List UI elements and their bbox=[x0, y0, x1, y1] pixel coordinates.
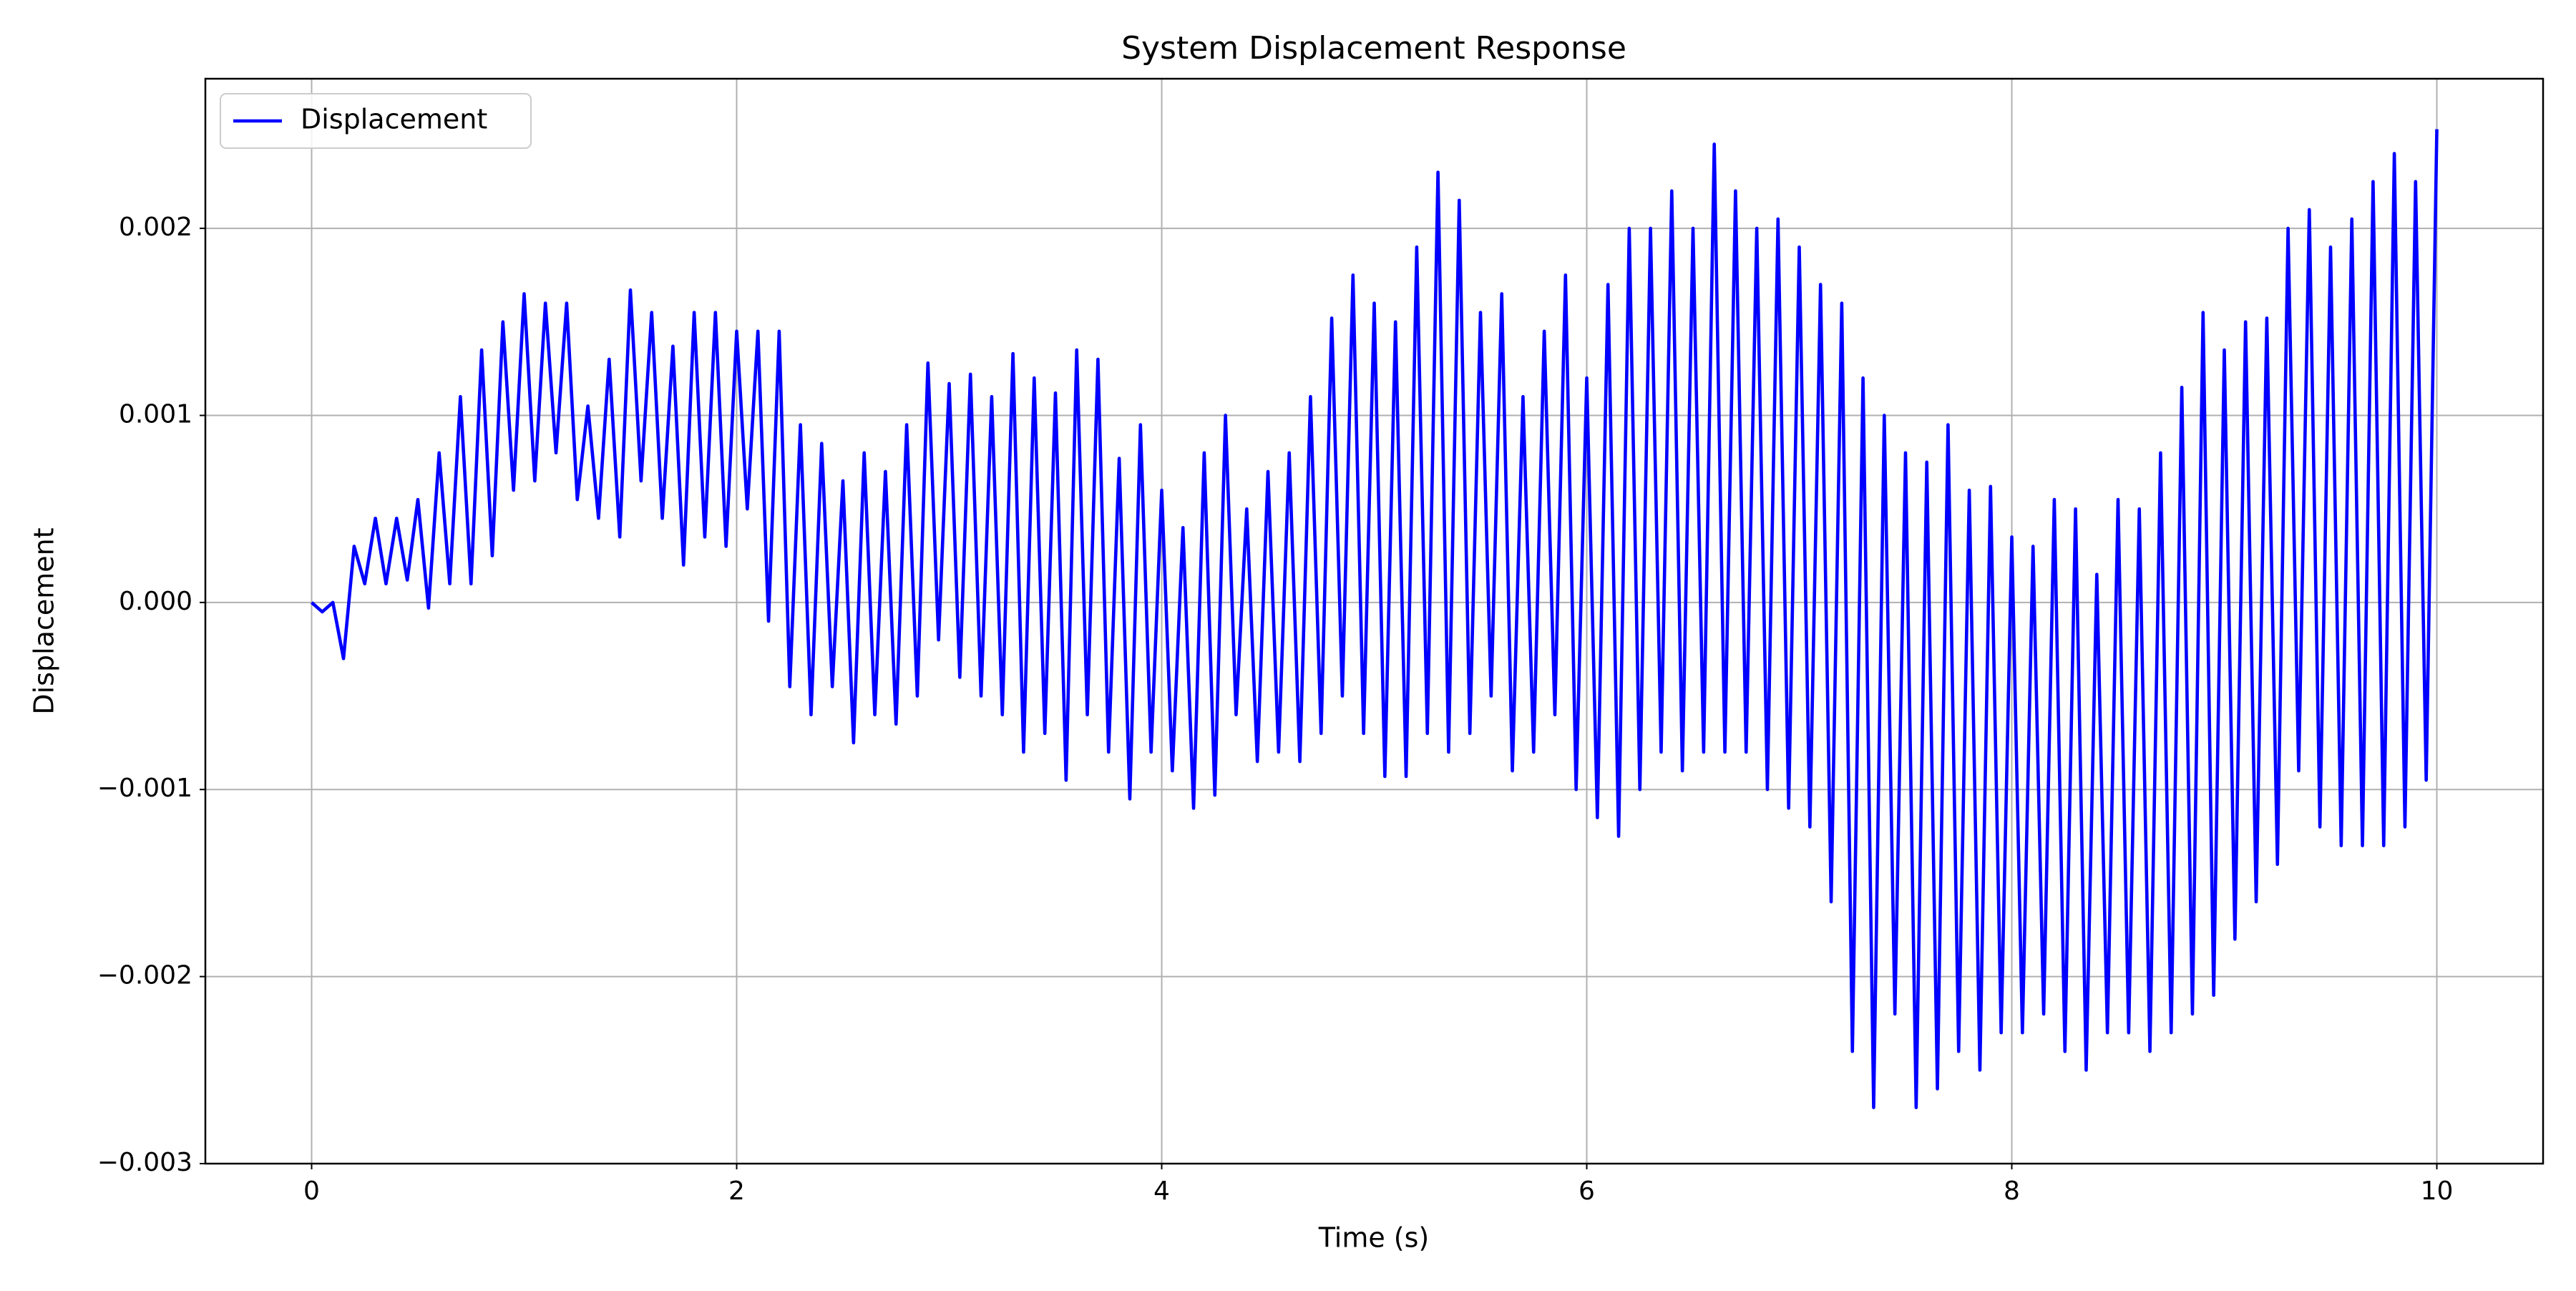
y-tick-label: −0.002 bbox=[97, 961, 192, 990]
x-tick-label: 0 bbox=[303, 1176, 320, 1206]
x-axis-label: Time (s) bbox=[1318, 1222, 1430, 1254]
y-tick-label: 0.002 bbox=[119, 213, 192, 242]
x-tick-label: 10 bbox=[2421, 1176, 2454, 1206]
x-tick-label: 2 bbox=[728, 1176, 745, 1206]
y-tick-label: −0.001 bbox=[97, 774, 192, 803]
legend-box bbox=[220, 93, 532, 149]
legend-label: Displacement bbox=[301, 104, 487, 135]
data-line bbox=[310, 129, 2439, 1109]
plot-frame bbox=[204, 77, 2545, 1165]
chart-title: System Displacement Response bbox=[1121, 30, 1626, 67]
y-tick-label: −0.003 bbox=[97, 1148, 192, 1177]
y-axis-label: Displacement bbox=[29, 527, 60, 714]
legend: Displacement bbox=[220, 93, 532, 149]
y-tick-label: 0.001 bbox=[119, 399, 192, 429]
y-tick-label: 0.000 bbox=[119, 587, 192, 616]
x-tick-label: 8 bbox=[2004, 1176, 2020, 1206]
x-tick-label: 6 bbox=[1579, 1176, 1595, 1206]
x-tick-label: 4 bbox=[1153, 1176, 1170, 1206]
